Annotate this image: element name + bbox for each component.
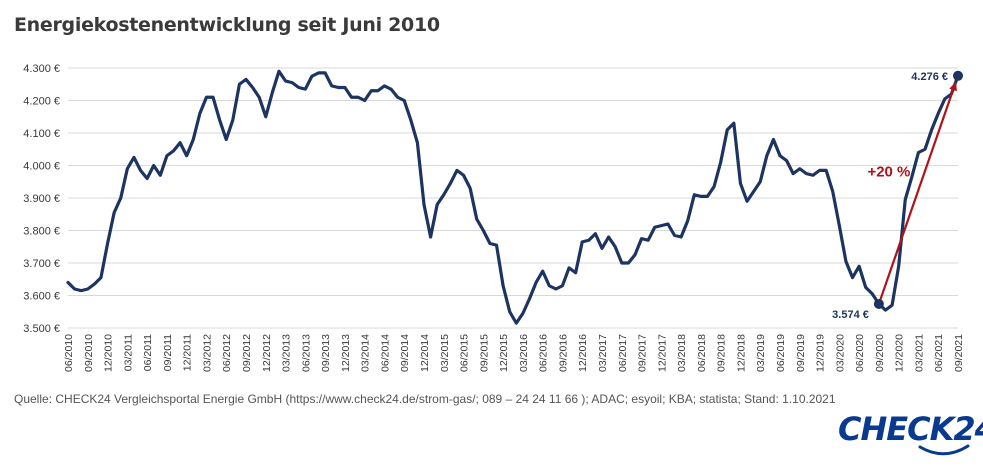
x-tick-label: 03/2017 [597, 334, 609, 372]
x-tick-label: 09/2012 [241, 334, 253, 372]
x-tick-label: 09/2010 [83, 334, 95, 372]
annotation-high-label: 4.276 € [911, 71, 948, 83]
series-line [66, 69, 960, 325]
x-tick-label: 12/2020 [894, 334, 906, 372]
y-tick-label: 3.600 € [23, 291, 60, 303]
x-tick-label: 03/2013 [281, 334, 293, 372]
x-tick-label: 06/2012 [221, 334, 233, 372]
x-tick-label: 06/2016 [538, 334, 550, 372]
x-tick-label: 12/2018 [735, 334, 747, 372]
x-tick-label: 06/2014 [379, 334, 391, 372]
x-tick-label: 03/2016 [518, 334, 530, 372]
y-tick-label: 3.800 € [23, 226, 60, 238]
x-tick-label: 12/2012 [261, 334, 273, 372]
x-tick-label: 12/2015 [498, 334, 510, 372]
logo-swoosh-icon [918, 444, 970, 456]
x-tick-label: 12/2019 [815, 334, 827, 372]
x-tick-label: 09/2015 [478, 334, 490, 372]
x-tick-label: 09/2018 [716, 334, 728, 372]
growth-arrow [877, 81, 957, 305]
y-tick-label: 4.000 € [23, 161, 60, 173]
y-tick-label: 4.100 € [23, 128, 60, 140]
x-tick-label: 03/2014 [360, 334, 372, 372]
marker-point [953, 70, 963, 81]
x-tick-label: 03/2018 [676, 334, 688, 372]
x-tick-label: 06/2017 [617, 334, 629, 372]
x-tick-label: 06/2019 [775, 334, 787, 372]
x-tick-label: 03/2020 [834, 334, 846, 372]
x-tick-label: 09/2013 [320, 334, 332, 372]
x-tick-label: 03/2012 [201, 334, 213, 372]
annotations-layer: 3.574 € 4.276 € +20 % [832, 70, 963, 321]
x-axis: 06/2010 09/2010 12/2010 03/2011 06/2011 09/20… [63, 334, 965, 372]
y-tick-label: 3.500 € [23, 323, 60, 335]
x-tick-label: 06/2011 [142, 334, 154, 371]
x-tick-label: 09/2020 [874, 334, 886, 372]
x-tick-label: 12/2010 [103, 334, 115, 372]
x-tick-label: 09/2014 [399, 334, 411, 372]
x-tick-label: 09/2017 [637, 334, 649, 372]
check24-logo: CHECK24 [838, 410, 983, 448]
x-tick-label: 12/2013 [340, 334, 352, 372]
x-tick-label: 09/2011 [162, 334, 174, 371]
x-tick-label: 12/2014 [419, 334, 431, 372]
x-tick-label: 03/2015 [439, 334, 451, 372]
x-tick-label: 03/2021 [913, 334, 925, 372]
x-tick-label: 06/2020 [854, 334, 866, 372]
series-layer [66, 69, 960, 325]
line-chart: 3.500 € 3.600 € 3.700 € 3.800 € 3.900 € 4.000… [23, 63, 965, 372]
y-tick-label: 4.200 € [23, 96, 60, 108]
x-tick-label: 12/2016 [577, 334, 589, 372]
x-tick-label: 06/2013 [300, 334, 312, 372]
x-tick-label: 06/2015 [459, 334, 471, 372]
annotation-low-label: 3.574 € [832, 309, 869, 321]
growth-percent-label: +20 % [867, 163, 910, 180]
x-tick-label: 03/2019 [755, 334, 767, 372]
y-tick-label: 4.300 € [23, 63, 60, 75]
x-tick-label: 12/2017 [656, 334, 668, 372]
x-tick-label: 09/2016 [557, 334, 569, 372]
x-tick-label: 09/2021 [953, 334, 965, 372]
chart-title: Energiekostenentwicklung seit Juni 2010 [14, 14, 440, 36]
gridlines [68, 67, 958, 329]
y-tick-label: 3.700 € [23, 258, 60, 270]
x-tick-label: 06/2018 [696, 334, 708, 372]
marker-point [873, 298, 884, 309]
y-axis: 3.500 € 3.600 € 3.700 € 3.800 € 3.900 € 4.000… [23, 63, 60, 335]
x-tick-label: 06/2021 [933, 334, 945, 372]
x-tick-label: 03/2011 [122, 334, 134, 371]
x-tick-label: 06/2010 [63, 334, 75, 372]
y-tick-label: 3.900 € [23, 193, 60, 205]
source-note: Quelle: CHECK24 Vergleichsportal Energie… [14, 392, 836, 406]
x-tick-label: 09/2019 [795, 334, 807, 372]
x-tick-label: 12/2011 [182, 334, 194, 371]
